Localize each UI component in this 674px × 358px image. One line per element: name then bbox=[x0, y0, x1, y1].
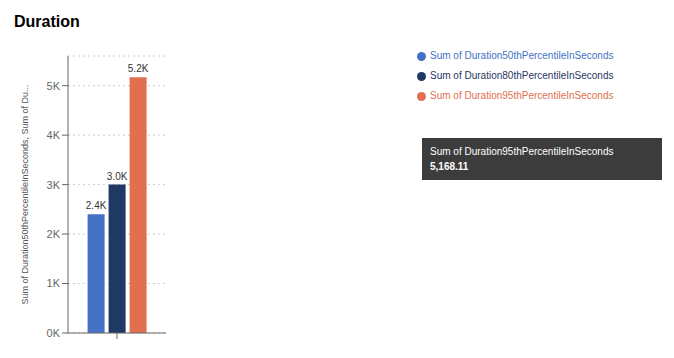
html-text:Sum of Duration95thPercentileI: Sum of Duration95thPercentileInSeconds bbox=[430, 146, 614, 157]
svg-text:2.4K: 2.4K bbox=[86, 200, 107, 211]
svg-text:5K: 5K bbox=[47, 80, 61, 92]
html-text:5,168.11: 5,168.11 bbox=[430, 161, 469, 172]
html-text:Sum of Duration95thPercentileI: Sum of Duration95thPercentileInSeconds bbox=[430, 90, 614, 101]
svg-text:0K: 0K bbox=[47, 327, 61, 339]
html-text:Sum of Duration80thPercentileI: Sum of Duration80thPercentileInSeconds bbox=[430, 70, 614, 81]
svg-text:5.2K: 5.2K bbox=[128, 63, 149, 74]
html-text:Sum of Duration50thPercentileI: Sum of Duration50thPercentileInSeconds bbox=[430, 50, 614, 61]
svg-text:3K: 3K bbox=[47, 179, 61, 191]
svg-text:1K: 1K bbox=[47, 277, 61, 289]
svg-text:2K: 2K bbox=[47, 228, 61, 240]
svg-text:Sum of Duration50thPercentileI: Sum of Duration50thPercentileInSeconds, … bbox=[20, 84, 30, 304]
svg-text:4K: 4K bbox=[47, 129, 61, 141]
svg-text:3.0K: 3.0K bbox=[107, 171, 128, 182]
html-text:Duration: Duration bbox=[14, 13, 80, 30]
